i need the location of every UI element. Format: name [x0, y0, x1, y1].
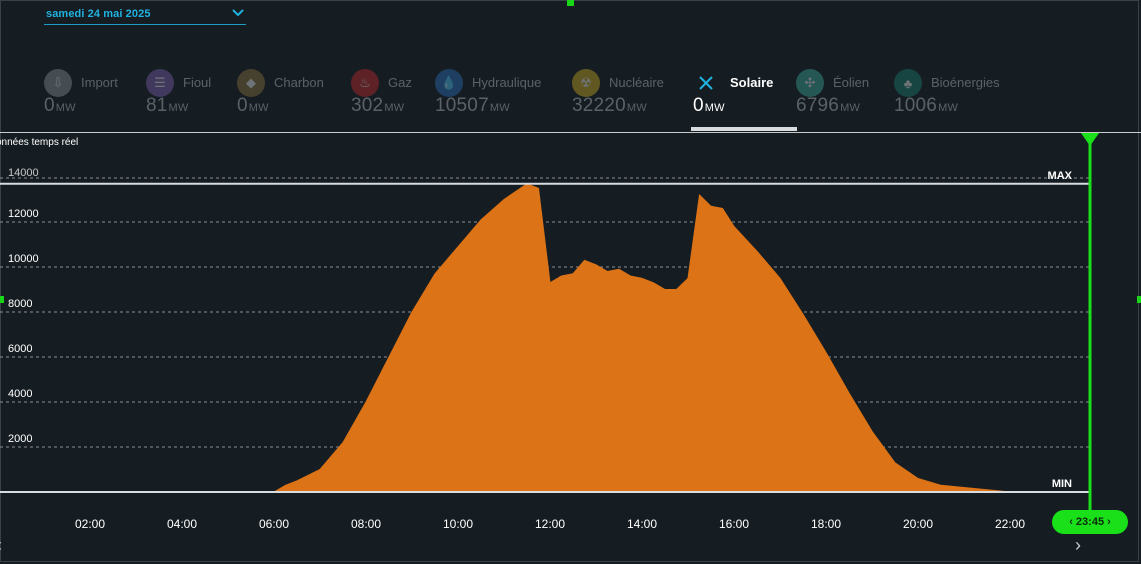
time-cursor-badge[interactable]: ‹ 23:45 ›: [1052, 510, 1128, 534]
import-icon: ⇩: [44, 69, 72, 97]
selection-handle-top[interactable]: [567, 0, 574, 6]
tab-hydraulique-value: 10507MW: [435, 95, 510, 117]
x-tick-label: 16:00: [719, 517, 749, 531]
tab-import[interactable]: ⇩ Import 0MW: [44, 60, 164, 132]
tab-eolien-value: 6796MW: [796, 95, 860, 117]
time-cursor-marker-icon: [1081, 133, 1099, 146]
reference-label-max: MAX: [1048, 170, 1073, 182]
x-tick-label: 06:00: [259, 517, 289, 531]
tab-eolien-unit: MW: [840, 102, 861, 114]
tab-eolien[interactable]: ✣ Éolien 6796MW: [796, 60, 916, 132]
water-drop-icon: 💧: [435, 69, 463, 97]
tab-hydraulique-unit: MW: [489, 102, 510, 114]
x-tick-label: 12:00: [535, 517, 565, 531]
tab-bioenergies-unit: MW: [938, 102, 959, 114]
tab-gaz-unit: MW: [384, 102, 405, 114]
x-tick-label: 08:00: [351, 517, 381, 531]
tabs-divider: [0, 132, 1141, 133]
selection-handle-left[interactable]: [0, 296, 4, 303]
y-tick-label: 10000: [8, 253, 39, 265]
tab-solaire-value: 0MW: [693, 95, 725, 117]
tab-solaire-name: Solaire: [730, 75, 774, 90]
tab-charbon[interactable]: ◆ Charbon 0MW: [237, 60, 357, 132]
tab-solaire-unit: MW: [704, 102, 725, 114]
x-tick-label: 04:00: [167, 517, 197, 531]
x-tick-label: 22:00: [995, 517, 1025, 531]
tab-import-name: Import: [81, 75, 118, 90]
tab-fioul[interactable]: ☰ Fioul 81MW: [146, 60, 266, 132]
y-tick-label: 12000: [8, 208, 39, 220]
tab-nucleaire-value: 32220MW: [572, 95, 647, 117]
next-day-chevron-icon[interactable]: ›: [1075, 535, 1081, 555]
tab-fioul-unit: MW: [168, 102, 189, 114]
tab-gaz-name: Gaz: [388, 75, 412, 90]
tab-gaz[interactable]: ♨ Gaz 302MW: [351, 60, 471, 132]
flame-icon: ♨: [351, 69, 379, 97]
tab-charbon-value: 0MW: [237, 95, 269, 117]
tab-fioul-value: 81MW: [146, 95, 189, 117]
y-tick-label: 8000: [8, 298, 32, 310]
oil-barrel-icon: ☰: [146, 69, 174, 97]
x-tick-label: 20:00: [903, 517, 933, 531]
tab-hydraulique[interactable]: 💧 Hydraulique 10507MW: [435, 60, 555, 132]
tab-bioenergies-value: 1006MW: [894, 95, 958, 117]
tab-fioul-number: 81: [146, 95, 168, 116]
tab-gaz-number: 302: [351, 95, 384, 116]
leaf-icon: ♣: [894, 69, 922, 97]
tab-hydraulique-number: 10507: [435, 95, 489, 116]
x-tick-label: 14:00: [627, 517, 657, 531]
tab-import-unit: MW: [55, 102, 76, 114]
x-tick-label: 02:00: [75, 517, 105, 531]
y-tick-label-top: 14000: [8, 167, 39, 179]
tab-charbon-number: 0: [237, 95, 248, 116]
chevron-left-icon: ‹: [1069, 516, 1073, 528]
date-selector-label: samedi 24 mai 2025: [46, 8, 151, 20]
tab-charbon-unit: MW: [248, 102, 269, 114]
chevron-right-icon: ›: [1107, 516, 1111, 528]
realtime-data-label: onnées temps réel: [0, 137, 79, 148]
tab-nucleaire-number: 32220: [572, 95, 626, 116]
x-tick-label: 18:00: [811, 517, 841, 531]
reference-label-min: MIN: [1052, 478, 1072, 490]
tab-nucleaire-name: Nucléaire: [609, 75, 664, 90]
date-selector[interactable]: samedi 24 mai 2025: [44, 4, 246, 25]
tab-bioenergies-number: 1006: [894, 95, 938, 116]
tab-fioul-name: Fioul: [183, 75, 212, 90]
tab-charbon-name: Charbon: [274, 75, 324, 90]
tab-nucleaire[interactable]: ☢ Nucléaire 32220MW: [572, 60, 692, 132]
tab-gaz-value: 302MW: [351, 95, 404, 117]
x-tick-label: 10:00: [443, 517, 473, 531]
tab-import-value: 0MW: [44, 95, 76, 117]
tab-bioenergies[interactable]: ♣ Bioénergies 1006MW: [894, 60, 1014, 132]
time-cursor-label: 23:45: [1075, 516, 1105, 528]
tab-bioenergies-name: Bioénergies: [931, 75, 1000, 90]
tab-hydraulique-name: Hydraulique: [472, 75, 542, 90]
tab-import-number: 0: [44, 95, 55, 116]
coal-icon: ◆: [237, 69, 265, 97]
nuclear-icon: ☢: [572, 69, 600, 97]
previous-day-chevron-icon[interactable]: ‹: [0, 535, 2, 556]
chevron-down-icon: [232, 9, 244, 17]
y-tick-label: 6000: [8, 343, 32, 355]
y-tick-label: 4000: [8, 388, 32, 400]
y-tick-label: 2000: [8, 433, 32, 445]
wind-turbine-icon: ✣: [796, 69, 824, 97]
energy-source-tabs: ⇩ Import 0MW ☰ Fioul 81MW ◆ Charbon 0MW ♨ Gaz 302MW…: [0, 60, 1141, 132]
solar-area: [272, 183, 1011, 493]
tab-solaire-number: 0: [693, 95, 704, 116]
tab-eolien-name: Éolien: [833, 75, 870, 90]
selection-handle-right[interactable]: [1137, 296, 1141, 303]
tab-eolien-number: 6796: [796, 95, 840, 116]
tab-nucleaire-unit: MW: [626, 102, 647, 114]
active-tab-underline: [691, 127, 797, 131]
close-icon: [695, 69, 717, 97]
tab-solaire[interactable]: Solaire 0MW: [691, 60, 813, 132]
